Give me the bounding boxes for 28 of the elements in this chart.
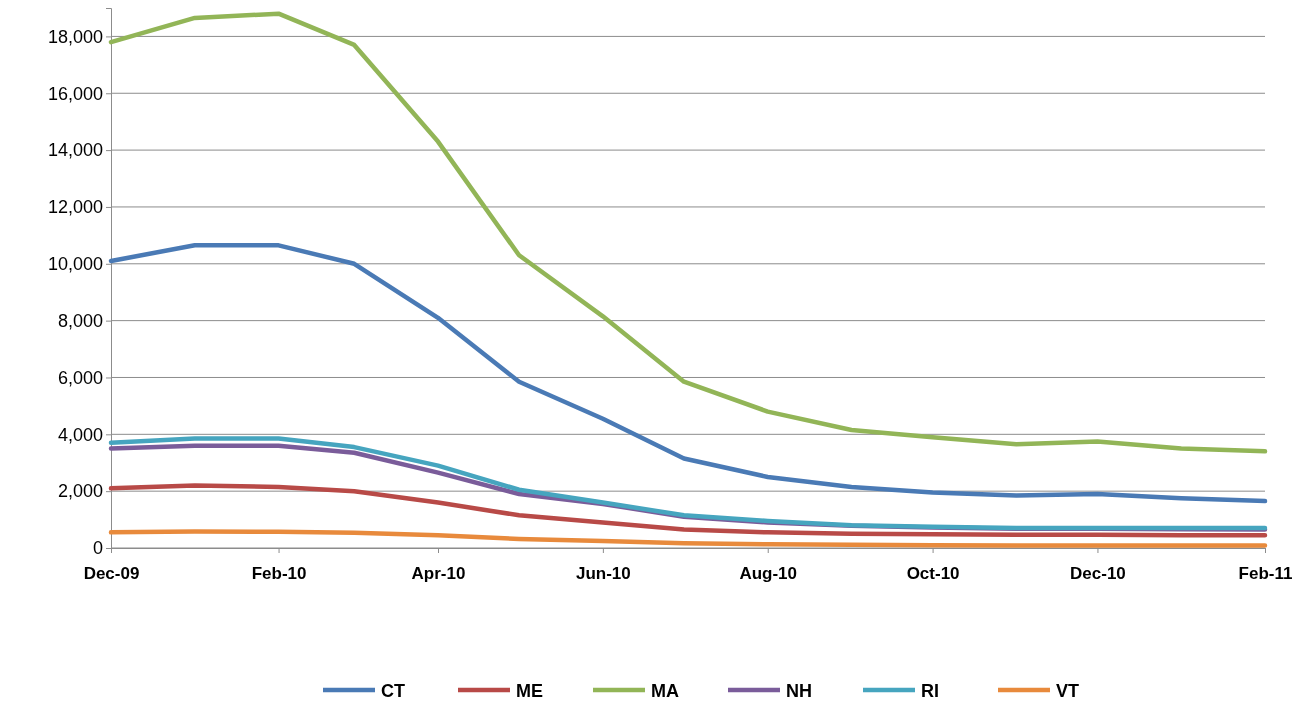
- line-series: [108, 483, 1268, 538]
- line-series: [108, 11, 1268, 454]
- y-tick-label: 18,000: [47, 26, 103, 47]
- y-tick-label: 6,000: [57, 367, 103, 388]
- x-tick-label: Jun-10: [575, 564, 631, 584]
- y-tick-label: 14,000: [47, 140, 103, 161]
- legend-label: VT: [1056, 681, 1080, 701]
- y-tick-label: 2,000: [57, 481, 103, 502]
- x-tick-label: Dec-09: [83, 564, 140, 584]
- legend-label: ME: [516, 681, 543, 701]
- x-tick-label: Aug-10: [739, 564, 798, 584]
- x-tick-label: Apr-10: [411, 564, 466, 584]
- legend-label: RI: [921, 681, 939, 701]
- y-tick-label: 12,000: [47, 197, 103, 218]
- legend-label: MA: [651, 681, 679, 701]
- y-tick-label: 16,000: [47, 83, 103, 104]
- y-tick-label: 4,000: [57, 424, 103, 445]
- x-tick-label: Feb-10: [251, 564, 307, 584]
- x-tick-label: Dec-10: [1070, 564, 1126, 584]
- x-tick-label: Feb-11: [1238, 564, 1293, 584]
- legend-label: NH: [786, 681, 812, 701]
- line-series: [108, 243, 1268, 504]
- x-tick-label: Oct-10: [906, 564, 960, 584]
- legend-label: CT: [381, 681, 405, 701]
- line-series: [108, 529, 1268, 548]
- y-tick-label: 0: [92, 538, 103, 559]
- y-tick-label: 8,000: [57, 310, 103, 331]
- y-tick-label: 10,000: [47, 254, 103, 275]
